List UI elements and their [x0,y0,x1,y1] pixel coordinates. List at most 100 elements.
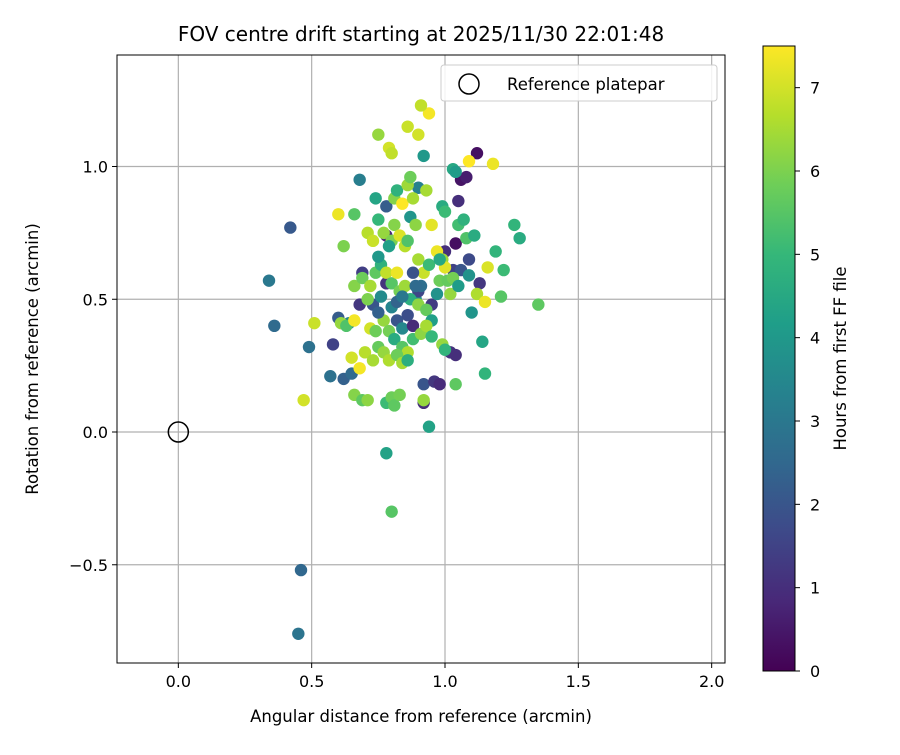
data-point [393,388,406,402]
data-point [377,226,390,240]
data-point [465,306,478,319]
y-tick-label: 0.5 [83,290,108,309]
x-tick-label: 0.5 [299,672,324,691]
data-point [430,287,444,301]
data-point [262,274,276,287]
data-point [380,266,393,279]
data-point [380,200,393,213]
data-point [532,298,545,311]
data-point [398,279,412,293]
data-point [494,290,508,303]
data-point [284,221,297,234]
data-point [476,335,489,348]
data-point [489,245,502,258]
legend-reference-label: Reference platepar [507,75,665,94]
data-point [497,263,510,277]
data-point [356,271,369,285]
colorbar: 0 1 2 3 4 5 6 7 Hours from first FF file [762,45,850,681]
data-point [302,340,316,354]
data-point [358,346,372,359]
colorbar-tick-label: 6 [810,162,820,181]
y-axis-ticks: −0.5 0.0 0.5 1.0 [69,158,117,575]
data-point [417,149,430,163]
data-point [433,378,446,391]
data-point [308,316,321,330]
data-point [462,253,476,266]
data-point [412,128,425,141]
colorbar-tick-label: 4 [810,329,820,348]
data-point [268,319,281,333]
legend: Reference platepar [440,64,718,102]
data-point [385,147,398,160]
reference-layer [167,421,190,443]
data-point [374,290,388,303]
data-point [462,269,476,282]
data-point [449,165,462,179]
data-point [364,279,377,293]
data-point [422,107,436,120]
data-point [372,213,385,226]
data-point [508,218,521,232]
data-point [324,370,337,383]
data-point [372,306,385,319]
data-point [438,343,452,356]
data-point [449,237,462,250]
data-point [396,322,409,335]
data-point [406,319,420,333]
x-axis-label: Angular distance from reference (arcmin) [250,707,592,726]
data-point [372,250,385,263]
colorbar-ticks: 0 1 2 3 4 5 6 7 [795,79,820,681]
data-point [404,170,417,184]
data-point [385,505,398,518]
data-point [486,157,500,171]
data-point [422,258,436,271]
data-point [406,266,420,279]
colorbar-tick-label: 1 [810,579,820,598]
data-point [462,155,476,168]
data-point [452,194,465,208]
data-point [425,330,438,343]
data-point [438,205,452,218]
x-tick-label: 1.0 [432,672,457,691]
data-point [513,231,526,245]
data-point [348,208,361,221]
data-point [452,279,465,293]
data-point [292,627,305,640]
data-point [388,399,401,412]
data-point [332,208,345,221]
data-point [382,239,396,253]
colorbar-tick-label: 5 [810,245,820,264]
data-point [326,338,340,351]
data-point [473,277,486,290]
y-tick-label: 1.0 [83,158,108,177]
plot-frame [116,54,726,664]
data-point [401,120,414,133]
y-tick-label: −0.5 [69,556,108,575]
data-point [420,184,433,197]
data-points [262,99,545,640]
data-point [468,229,481,242]
data-point [361,393,374,407]
reference-platepar-marker [167,421,190,443]
data-point [337,239,350,253]
data-point [417,393,430,407]
data-point [409,279,422,293]
data-point [353,362,366,375]
data-point [369,324,382,338]
data-point [401,234,414,248]
data-point [294,563,308,577]
chart-title: FOV centre drift starting at 2025/11/30 … [178,22,664,46]
y-tick-label: 0.0 [83,423,108,442]
data-point [390,184,404,197]
data-point [460,170,473,184]
plot-area [117,55,725,663]
colorbar-tick-label: 0 [810,662,820,681]
data-point [348,279,361,293]
data-point [478,367,492,380]
data-point [388,332,401,346]
data-point [470,287,484,301]
x-tick-label: 0.0 [166,672,191,691]
data-point [422,420,436,433]
data-point [396,197,409,210]
